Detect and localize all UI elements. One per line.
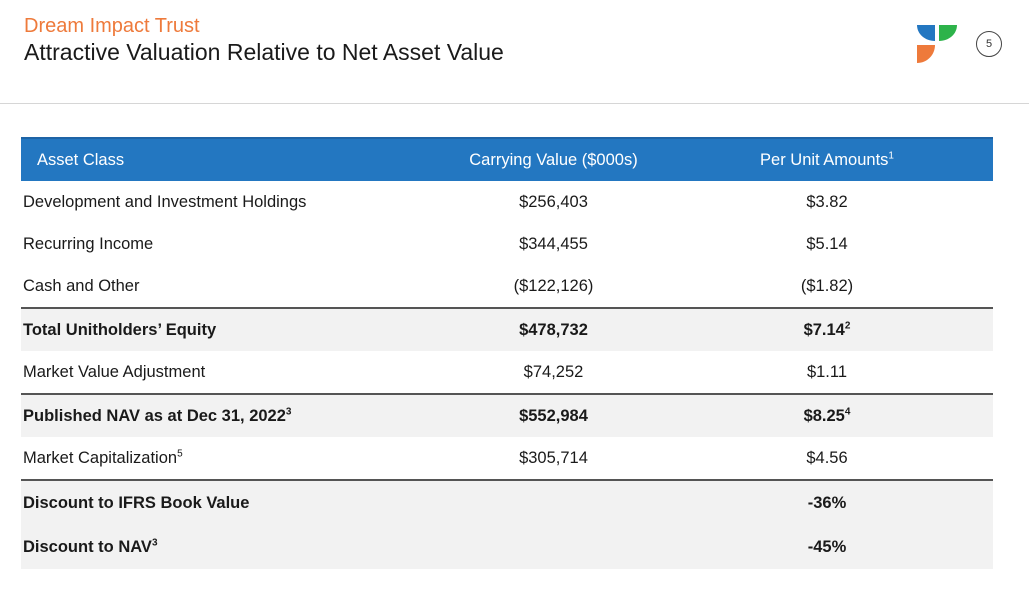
discount-row: Discount to NAV3 -45%: [21, 525, 993, 569]
row-label: Published NAV as at Dec 31, 20223: [21, 393, 446, 437]
carrying-value-cell: $256,403: [519, 192, 588, 211]
column-header-per-unit: Per Unit Amounts1: [661, 137, 993, 181]
per-unit-cell: $7.142: [661, 307, 993, 351]
dream-logo-icon: [917, 25, 957, 63]
per-unit-cell: $8.254: [661, 393, 993, 437]
per-unit-cell: ($1.82): [800, 276, 854, 295]
carrying-value-cell: [446, 479, 661, 525]
carrying-value-cell: $478,732: [446, 307, 661, 351]
row-label: Market Value Adjustment: [23, 362, 206, 381]
page-number: 5: [976, 31, 1002, 57]
valuation-table: Asset Class Carrying Value ($000s) Per U…: [21, 137, 993, 569]
column-header-asset-class: Asset Class: [21, 137, 446, 181]
row-label: Discount to NAV3: [23, 537, 158, 556]
carrying-value-cell: $344,455: [519, 234, 588, 253]
row-label: Market Capitalization5: [23, 448, 183, 467]
table-row: Market Value Adjustment $74,252 $1.11: [21, 351, 993, 394]
per-unit-cell: $3.82: [806, 192, 848, 211]
carrying-value-cell: $74,252: [523, 362, 584, 381]
row-label: Cash and Other: [23, 276, 140, 295]
table-row: Cash and Other ($122,126) ($1.82): [21, 265, 993, 308]
row-label: Recurring Income: [23, 234, 154, 253]
per-unit-cell: $4.56: [806, 448, 848, 467]
discount-row: Discount to IFRS Book Value -36%: [21, 479, 993, 525]
carrying-value-cell: $552,984: [446, 393, 661, 437]
total-row: Total Unitholders’ Equity $478,732 $7.14…: [21, 307, 993, 351]
per-unit-cell: $5.14: [806, 234, 848, 253]
carrying-value-cell: $305,714: [519, 448, 588, 467]
column-header-carrying-value: Carrying Value ($000s): [446, 137, 661, 181]
page-title: Attractive Valuation Relative to Net Ass…: [24, 39, 504, 65]
slide-header: Dream Impact Trust Attractive Valuation …: [0, 0, 1029, 104]
total-row: Published NAV as at Dec 31, 20223 $552,9…: [21, 393, 993, 437]
per-unit-cell: -45%: [807, 537, 847, 556]
header-divider: [0, 103, 1029, 104]
per-unit-cell: -36%: [661, 479, 993, 525]
carrying-value-cell: [446, 525, 661, 569]
table-row: Development and Investment Holdings $256…: [21, 181, 993, 223]
per-unit-cell: $1.11: [806, 362, 848, 381]
row-label: Total Unitholders’ Equity: [21, 307, 446, 351]
table-header-row: Asset Class Carrying Value ($000s) Per U…: [21, 137, 993, 181]
table-row: Market Capitalization5 $305,714 $4.56: [21, 437, 993, 480]
row-label: Discount to IFRS Book Value: [21, 479, 446, 525]
carrying-value-cell: ($122,126): [513, 276, 594, 295]
row-label: Development and Investment Holdings: [23, 192, 307, 211]
company-name: Dream Impact Trust: [24, 15, 200, 37]
table-row: Recurring Income $344,455 $5.14: [21, 223, 993, 265]
